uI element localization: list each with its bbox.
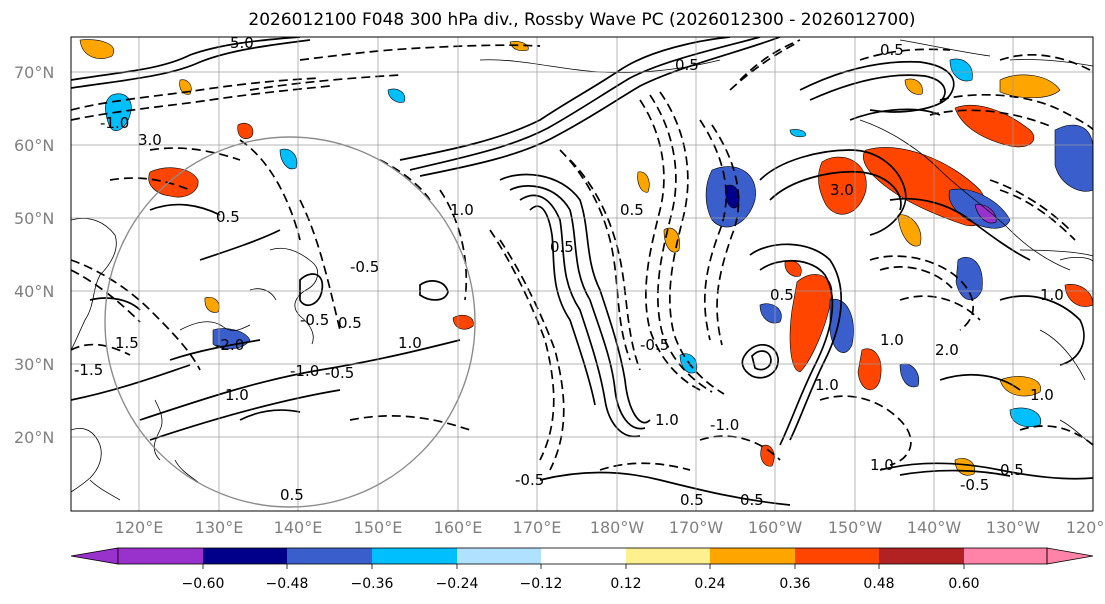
colorbar-tick-label: −0.24	[436, 576, 479, 592]
contour-label: 2.0	[935, 341, 959, 359]
contour-label: 1.0	[870, 456, 894, 474]
contour-label: 1.0	[880, 331, 904, 349]
colorbar-segment	[964, 548, 1047, 564]
colorbar-segment	[795, 548, 879, 564]
contour-label: 0.5	[280, 486, 304, 504]
colorbar-segment	[879, 548, 964, 564]
colorbar-segment	[287, 548, 372, 564]
lon-label: 180°W	[590, 518, 645, 537]
contour-label: 0.5	[338, 314, 362, 332]
contour-label: -1.0	[290, 362, 319, 380]
contour-label: -1.0	[100, 114, 129, 132]
lon-label: 160°W	[748, 518, 803, 537]
contour-label: 0.5	[216, 208, 240, 226]
colorbar-tick-label: 0.36	[779, 576, 810, 592]
contour-label: 1.0	[225, 386, 249, 404]
contour-label: 1.0	[1030, 386, 1054, 404]
contour-label: 1.0	[1040, 286, 1064, 304]
shaded-divergence-patches	[79, 39, 1093, 476]
contour-label: 1.0	[450, 201, 474, 219]
colorbar-tick-label: −0.12	[520, 576, 563, 592]
contour-label: 1.0	[655, 411, 679, 429]
solid-contours	[71, 37, 1093, 506]
contour-label: -0.5	[325, 364, 354, 382]
longitude-labels: 120°E 130°E 140°E 150°E 160°E 170°E 180°…	[115, 518, 1105, 537]
lat-label: 30°N	[14, 355, 54, 374]
coastlines	[71, 39, 1093, 501]
contour-label: 0.5	[620, 201, 644, 219]
lat-label: 60°N	[14, 136, 54, 155]
colorbar-segment	[541, 548, 626, 564]
lon-label: 120°E	[115, 518, 164, 537]
contour-label: -0.5	[350, 258, 379, 276]
colorbar-segment	[203, 548, 287, 564]
colorbar-extend-high	[1046, 547, 1094, 565]
colorbar-frame	[117, 547, 1048, 565]
figure-title: 2026012100 F048 300 hPa div., Rossby Wav…	[248, 10, 915, 30]
colorbar-tick-label: −0.60	[182, 576, 225, 592]
lat-label: 20°N	[14, 428, 54, 447]
lon-label: 130°W	[986, 518, 1041, 537]
contour-label: -0.5	[515, 471, 544, 489]
contour-label: -2.0	[215, 336, 244, 354]
lon-label: 140°W	[907, 518, 962, 537]
contour-label: 1.0	[815, 376, 839, 394]
contour-label: -1.0	[710, 416, 739, 434]
colorbar-extend-low	[70, 547, 119, 565]
contour-label: 5.0	[230, 34, 254, 52]
lat-label: 40°N	[14, 282, 54, 301]
contour-label: 0.5	[1000, 461, 1024, 479]
contour-label: -1.5	[74, 361, 103, 379]
map-background	[71, 37, 1093, 511]
colorbar-tick-label: −0.48	[266, 576, 309, 592]
contour-label: -0.5	[640, 336, 669, 354]
colorbar-segment	[372, 548, 457, 564]
colorbar-ticks	[202, 564, 965, 569]
colorbar-tick-label: 0.12	[610, 576, 641, 592]
latitude-labels: 70°N 60°N 50°N 40°N 30°N 20°N	[14, 63, 54, 447]
colorbar-tick-label: 0.24	[694, 576, 725, 592]
contour-label: -0.5	[960, 476, 989, 494]
colorbar-tick-label: −0.36	[351, 576, 394, 592]
map-frame	[70, 36, 1094, 512]
colorbar-segment	[710, 548, 795, 564]
map-panel: 5.0 -1.0 3.0 0.5 -0.5 1.0 -2.0 -1.5 1.5 …	[70, 34, 1094, 512]
contour-label: -0.5	[300, 311, 329, 329]
colorbar-tick-label: 0.60	[948, 576, 979, 592]
colorbar-segment	[118, 548, 203, 564]
contour-label: 0.5	[550, 238, 574, 256]
lon-label: 140°E	[274, 518, 323, 537]
contour-label: 0.5	[880, 41, 904, 59]
graticule	[71, 37, 1093, 511]
contour-label: 0.5	[770, 286, 794, 304]
contour-label: 1.0	[398, 334, 422, 352]
contour-label: 3.0	[830, 181, 854, 199]
projection-circle	[104, 136, 476, 508]
lon-label: 170°E	[513, 518, 562, 537]
contour-label: 0.5	[740, 491, 764, 509]
lon-label: 130°E	[195, 518, 244, 537]
colorbar-tick-label: 0.48	[863, 576, 894, 592]
lon-label: 170°W	[669, 518, 724, 537]
contour-label: 0.5	[680, 491, 704, 509]
lat-label: 70°N	[14, 63, 54, 82]
lon-label: 120°W	[1066, 518, 1105, 537]
lon-label: 150°E	[354, 518, 403, 537]
dashed-contours	[71, 39, 1093, 471]
lon-label: 160°E	[434, 518, 483, 537]
colorbar: −0.60 −0.48 −0.36 −0.24 −0.12 0.12 0.24 …	[70, 547, 1094, 592]
contour-label: 3.0	[138, 131, 162, 149]
colorbar-segment	[457, 548, 541, 564]
contour-label: 0.5	[675, 56, 699, 74]
lat-label: 50°N	[14, 209, 54, 228]
colorbar-segment	[626, 548, 710, 564]
contour-labels: 5.0 -1.0 3.0 0.5 -0.5 1.0 -2.0 -1.5 1.5 …	[74, 34, 1064, 509]
contour-label: 1.5	[115, 334, 139, 352]
lon-label: 150°W	[828, 518, 883, 537]
